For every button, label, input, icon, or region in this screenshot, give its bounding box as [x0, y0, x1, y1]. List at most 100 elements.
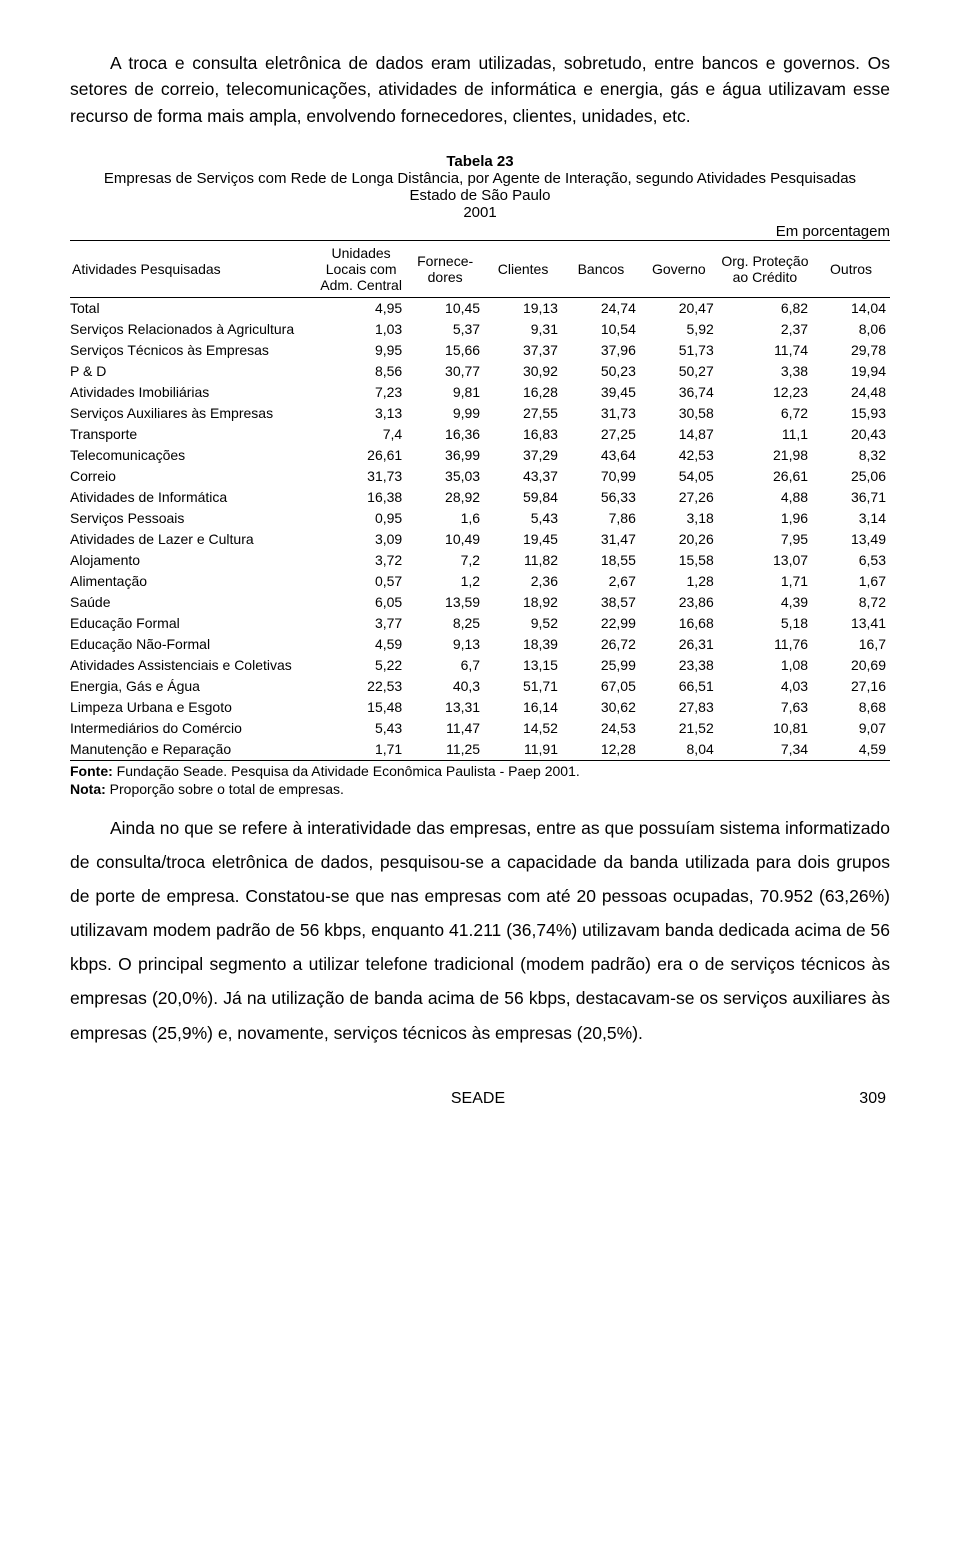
data-table: Atividades PesquisadasUnidades Locais co… — [70, 240, 890, 761]
table-cell: 19,13 — [484, 297, 562, 319]
table-cell: Serviços Pessoais — [70, 508, 316, 529]
table-cell: 11,47 — [406, 718, 484, 739]
table-cell: 13,49 — [812, 529, 890, 550]
table-cell: 27,55 — [484, 403, 562, 424]
table-cell: P & D — [70, 361, 316, 382]
table-cell: 4,88 — [718, 487, 812, 508]
table-cell: 4,59 — [812, 739, 890, 761]
table-row: Atividades Imobiliárias7,239,8116,2839,4… — [70, 382, 890, 403]
table-row: Saúde6,0513,5918,9238,5723,864,398,72 — [70, 592, 890, 613]
table-cell: 37,37 — [484, 340, 562, 361]
table-cell: 30,92 — [484, 361, 562, 382]
table-cell: 10,54 — [562, 319, 640, 340]
table-row: Educação Não-Formal4,599,1318,3926,7226,… — [70, 634, 890, 655]
table-cell: 67,05 — [562, 676, 640, 697]
table-row: Serviços Técnicos às Empresas9,9515,6637… — [70, 340, 890, 361]
table-cell: 7,2 — [406, 550, 484, 571]
table-cell: 4,39 — [718, 592, 812, 613]
table-cell: Alimentação — [70, 571, 316, 592]
table-cell: 26,61 — [316, 445, 406, 466]
table-cell: 1,03 — [316, 319, 406, 340]
footer-wrap: SEADE 309 — [70, 1090, 886, 1108]
table-row: Correio31,7335,0343,3770,9954,0526,6125,… — [70, 466, 890, 487]
table-cell: 8,68 — [812, 697, 890, 718]
table-cell: 1,6 — [406, 508, 484, 529]
table-cell: 19,94 — [812, 361, 890, 382]
table-cell: 6,82 — [718, 297, 812, 319]
table-cell: 7,63 — [718, 697, 812, 718]
table-cell: 5,22 — [316, 655, 406, 676]
table-cell: 43,64 — [562, 445, 640, 466]
table-cell: Alojamento — [70, 550, 316, 571]
table-row: Atividades de Informática16,3828,9259,84… — [70, 487, 890, 508]
table-cell: 10,45 — [406, 297, 484, 319]
table-cell: 1,71 — [316, 739, 406, 761]
table-cell: 11,82 — [484, 550, 562, 571]
table-subtitle-3: 2001 — [70, 204, 890, 221]
table-cell: 15,93 — [812, 403, 890, 424]
table-cell: 13,59 — [406, 592, 484, 613]
table-cell: 27,16 — [812, 676, 890, 697]
source-text: Fundação Seade. Pesquisa da Atividade Ec… — [113, 763, 580, 779]
table-cell: 4,59 — [316, 634, 406, 655]
table-cell: 18,55 — [562, 550, 640, 571]
table-cell: 24,53 — [562, 718, 640, 739]
table-cell: 35,03 — [406, 466, 484, 487]
table-cell: 1,2 — [406, 571, 484, 592]
table-cell: 1,28 — [640, 571, 718, 592]
table-title: Tabela 23 — [70, 153, 890, 170]
table-cell: 16,38 — [316, 487, 406, 508]
table-head: Atividades PesquisadasUnidades Locais co… — [70, 240, 890, 297]
body-block: Ainda no que se refere à interatividade … — [70, 811, 890, 1050]
table-cell: 5,43 — [316, 718, 406, 739]
table-cell: 40,3 — [406, 676, 484, 697]
table-cell: 9,81 — [406, 382, 484, 403]
table-cell: 16,14 — [484, 697, 562, 718]
table-cell: 13,41 — [812, 613, 890, 634]
table-cell: 2,37 — [718, 319, 812, 340]
table-cell: 6,7 — [406, 655, 484, 676]
table-cell: 37,96 — [562, 340, 640, 361]
table-cell: 0,57 — [316, 571, 406, 592]
table-cell: 26,31 — [640, 634, 718, 655]
table-cell: Educação Formal — [70, 613, 316, 634]
table-cell: 9,99 — [406, 403, 484, 424]
table-cell: 9,07 — [812, 718, 890, 739]
table-cell: Manutenção e Reparação — [70, 739, 316, 761]
table-cell: 1,71 — [718, 571, 812, 592]
table-row: Total4,9510,4519,1324,7420,476,8214,04 — [70, 297, 890, 319]
table-subtitle-2: Estado de São Paulo — [70, 187, 890, 204]
table-cell: 20,69 — [812, 655, 890, 676]
table-cell: 3,13 — [316, 403, 406, 424]
table-cell: 50,23 — [562, 361, 640, 382]
table-cell: 56,33 — [562, 487, 640, 508]
table-row: Alimentação0,571,22,362,671,281,711,67 — [70, 571, 890, 592]
table-cell: 13,15 — [484, 655, 562, 676]
table-cell: Telecomunicações — [70, 445, 316, 466]
table-cell: 3,38 — [718, 361, 812, 382]
table-cell: 8,32 — [812, 445, 890, 466]
table-cell: 2,36 — [484, 571, 562, 592]
table-cell: 1,08 — [718, 655, 812, 676]
table-cell: Atividades Imobiliárias — [70, 382, 316, 403]
table-cell: 8,06 — [812, 319, 890, 340]
table-cell: 37,29 — [484, 445, 562, 466]
table-cell: 13,07 — [718, 550, 812, 571]
table-header-cell: Unidades Locais com Adm. Central — [316, 240, 406, 297]
table-cell: Saúde — [70, 592, 316, 613]
table-cell: Atividades de Lazer e Cultura — [70, 529, 316, 550]
table-row: Telecomunicações26,6136,9937,2943,6442,5… — [70, 445, 890, 466]
table-cell: 3,14 — [812, 508, 890, 529]
table-cell: 51,73 — [640, 340, 718, 361]
table-cell: 8,72 — [812, 592, 890, 613]
table-cell: 26,61 — [718, 466, 812, 487]
table-cell: 16,68 — [640, 613, 718, 634]
intro-paragraph: A troca e consulta eletrônica de dados e… — [70, 50, 890, 129]
table-cell: Correio — [70, 466, 316, 487]
table-cell: 12,23 — [718, 382, 812, 403]
table-cell: 11,91 — [484, 739, 562, 761]
table-cell: Total — [70, 297, 316, 319]
table-cell: 5,43 — [484, 508, 562, 529]
table-cell: 0,95 — [316, 508, 406, 529]
table-cell: 9,52 — [484, 613, 562, 634]
